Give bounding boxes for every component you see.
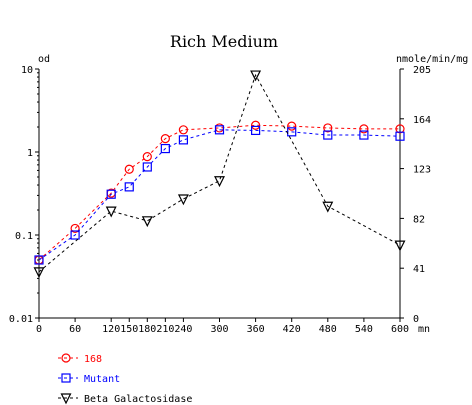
data-point-mutant	[106, 189, 116, 199]
x-tick-label: 120	[102, 324, 120, 335]
left-tick-label: 10	[21, 65, 33, 76]
x-tick-label: 60	[69, 324, 81, 335]
legend-marker-beta-galactosidase	[60, 393, 72, 405]
left-tick-label: 0.1	[15, 231, 33, 242]
data-point-168	[323, 123, 333, 133]
legend-marker-168	[61, 353, 71, 363]
left-axis-unit: od	[38, 54, 50, 65]
series-mutant	[34, 125, 405, 265]
left-tick-label: 1	[27, 148, 33, 159]
data-point-mutant	[70, 230, 80, 240]
right-tick-label: 82	[413, 214, 425, 225]
legend-item-beta-galactosidase: Beta Galactosidase	[58, 393, 192, 405]
right-tick-label: 0	[413, 314, 419, 325]
right-axis-unit: nmole/min/mg	[396, 54, 468, 65]
x-tick-label: 150	[120, 324, 138, 335]
data-point-beta-galactosidase	[177, 194, 189, 206]
x-tick-label: 300	[210, 324, 228, 335]
x-tick-label: 180	[138, 324, 156, 335]
data-point-mutant	[160, 143, 170, 154]
data-point-168	[178, 125, 188, 135]
data-point-mutant	[323, 130, 333, 140]
right-tick-label: 164	[413, 115, 431, 126]
data-point-168	[287, 121, 297, 131]
data-point-beta-galactosidase	[394, 240, 406, 252]
series-layer	[33, 70, 406, 279]
legend-marker-mutant	[61, 373, 71, 383]
x-tick-label: 0	[36, 324, 42, 335]
data-point-mutant	[395, 131, 405, 141]
data-point-beta-galactosidase	[250, 70, 262, 82]
legend: 168 Mutant Beta Galactosidase	[58, 353, 192, 405]
legend-label-beta-galactosidase: Beta Galactosidase	[84, 394, 192, 405]
data-point-mutant	[251, 125, 261, 136]
left-tick-label: 0.01	[9, 314, 33, 325]
x-axis-unit: mn	[418, 324, 430, 335]
series-line-168	[38, 124, 400, 261]
x-tick-label: 600	[391, 324, 409, 335]
series-beta-galactosidase	[33, 70, 406, 279]
legend-label-mutant: Mutant	[84, 374, 120, 385]
axes: 0 60 120 150 180 210 240 300 360 420 480 540 600 0.01…	[9, 65, 431, 335]
x-tick-label: 210	[156, 324, 174, 335]
x-tick-label: 240	[174, 324, 192, 335]
data-point-beta-galactosidase	[33, 267, 45, 279]
data-point-168	[160, 134, 170, 144]
data-point-168	[251, 120, 261, 130]
data-point-168	[142, 152, 152, 162]
data-point-mutant	[214, 125, 225, 135]
data-point-beta-galactosidase	[141, 216, 153, 228]
series-line-beta-galactosidase	[38, 73, 401, 273]
data-point-mutant	[359, 130, 369, 140]
right-tick-label: 123	[413, 165, 431, 176]
chart-title: Rich Medium	[170, 32, 278, 51]
data-point-mutant	[34, 255, 44, 265]
right-tick-label: 41	[413, 264, 425, 275]
data-point-168	[124, 164, 134, 174]
data-point-mutant	[142, 162, 152, 172]
series-168	[34, 120, 405, 265]
x-tick-label: 360	[247, 324, 265, 335]
data-point-beta-galactosidase	[322, 201, 334, 213]
data-point-mutant	[178, 135, 188, 145]
data-point-168	[70, 223, 80, 234]
data-point-168	[359, 124, 369, 134]
data-point-mutant	[287, 127, 297, 137]
right-tick-label: 205	[413, 65, 431, 76]
legend-item-168: 168	[58, 353, 102, 365]
data-point-beta-galactosidase	[105, 206, 117, 218]
legend-item-mutant: Mutant	[58, 373, 120, 385]
x-tick-label: 420	[283, 324, 301, 335]
data-point-168	[395, 124, 405, 134]
data-point-beta-galactosidase	[214, 176, 225, 188]
series-line-mutant	[38, 129, 401, 261]
data-point-mutant	[124, 182, 134, 192]
x-tick-label: 540	[355, 324, 373, 335]
x-tick-label: 480	[319, 324, 337, 335]
legend-label-168: 168	[84, 354, 102, 365]
